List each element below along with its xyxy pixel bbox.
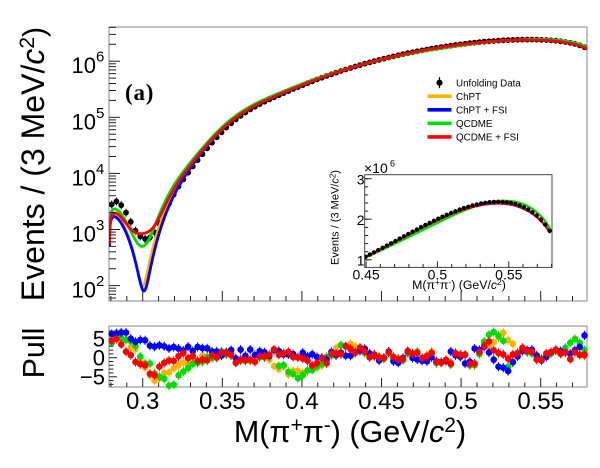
svg-text:Events / (3 MeV/c2): Events / (3 MeV/c2) <box>329 170 342 265</box>
svg-text:2: 2 <box>96 273 104 290</box>
svg-text:0.4: 0.4 <box>285 388 318 415</box>
svg-text:3: 3 <box>357 172 365 188</box>
svg-text:ChPT + FSI: ChPT + FSI <box>456 106 507 117</box>
svg-text:4: 4 <box>96 161 104 178</box>
svg-text:0.5: 0.5 <box>444 388 477 415</box>
svg-text:M(π+π-) (GeV/c2): M(π+π-) (GeV/c2) <box>234 414 466 449</box>
svg-text:ChPT: ChPT <box>456 92 481 103</box>
svg-text:2: 2 <box>357 212 365 228</box>
svg-text:M(π+π-) (GeV/c2): M(π+π-) (GeV/c2) <box>412 277 506 292</box>
svg-text:0.5: 0.5 <box>428 267 448 283</box>
svg-text:0.3: 0.3 <box>126 388 159 415</box>
svg-text:−5: −5 <box>80 365 105 390</box>
svg-text:1: 1 <box>357 253 365 269</box>
svg-text:0.55: 0.55 <box>495 267 522 283</box>
svg-text:10: 10 <box>72 109 96 134</box>
svg-text:QCDME + FSI: QCDME + FSI <box>456 133 519 144</box>
svg-text:5: 5 <box>96 105 104 122</box>
svg-text:0: 0 <box>93 346 105 371</box>
svg-text:5: 5 <box>93 327 105 352</box>
svg-text:3: 3 <box>96 217 104 234</box>
svg-text:10: 10 <box>72 165 96 190</box>
svg-text:Events / (3 MeV/c2): Events / (3 MeV/c2) <box>15 27 51 301</box>
svg-text:10: 10 <box>72 222 96 247</box>
svg-text:0.55: 0.55 <box>517 388 564 415</box>
svg-text:10: 10 <box>72 53 96 78</box>
svg-text:Pull: Pull <box>17 328 51 379</box>
svg-text:×10: ×10 <box>364 160 388 176</box>
svg-text:Unfolding Data: Unfolding Data <box>456 78 521 89</box>
svg-text:QCDME: QCDME <box>456 119 493 130</box>
svg-text:6: 6 <box>390 159 395 169</box>
svg-text:0.45: 0.45 <box>352 267 379 283</box>
svg-text:0.45: 0.45 <box>358 388 405 415</box>
svg-text:0.35: 0.35 <box>199 388 246 415</box>
svg-text:10: 10 <box>72 278 96 303</box>
svg-text:(a): (a) <box>125 80 154 105</box>
svg-text:6: 6 <box>96 49 104 66</box>
